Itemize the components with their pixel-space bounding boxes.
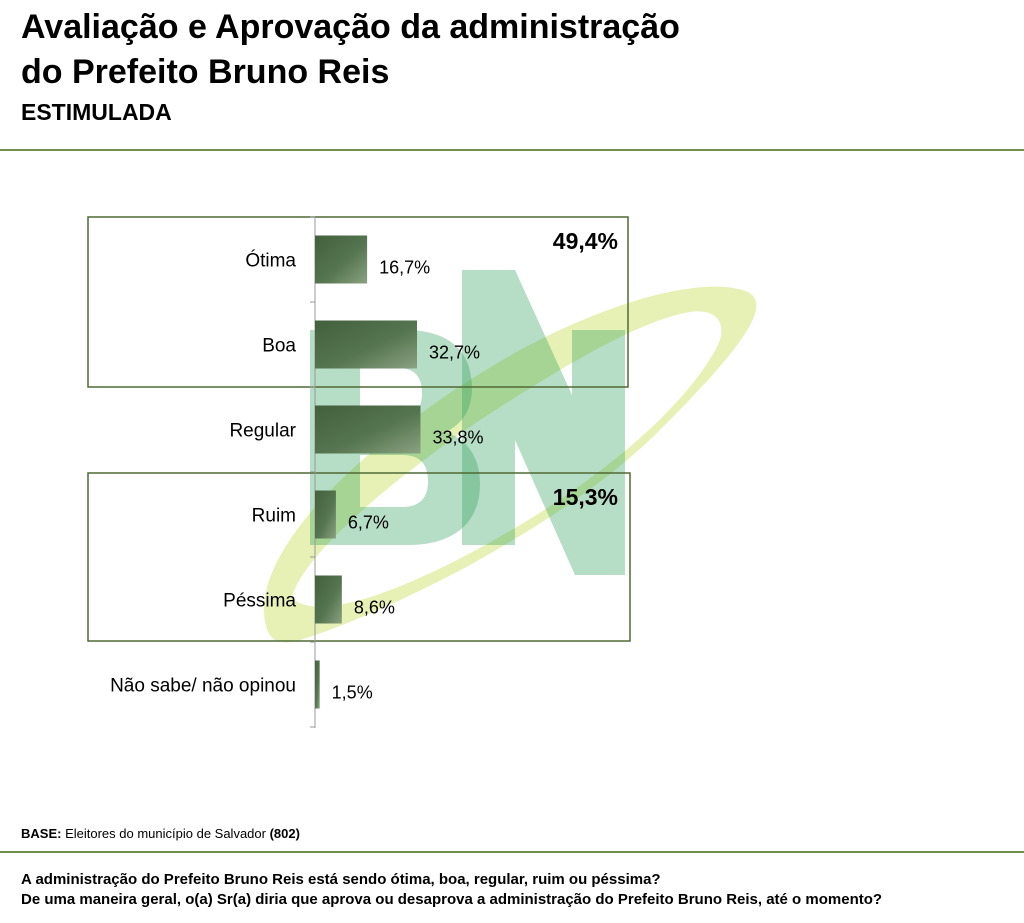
bn-watermark-logo	[263, 270, 757, 643]
watermark-letter-n	[462, 270, 625, 575]
footer-divider	[0, 851, 1024, 853]
group-total-positive: 49,4%	[553, 228, 618, 254]
data-label: 1,5%	[332, 683, 373, 703]
header-divider	[0, 149, 1024, 151]
bar	[315, 320, 418, 369]
page-title-line-1: Avaliação e Aprovação da administração	[21, 8, 680, 46]
bar-chart: 49,4% 15,3% Ótima 16,7% Boa 32,7% Regular 33,…	[87, 216, 757, 728]
page-subtitle: ESTIMULADA	[21, 99, 172, 125]
bar	[315, 575, 342, 624]
category-label: Boa	[262, 336, 296, 357]
data-label: 16,7%	[379, 258, 430, 278]
data-label: 32,7%	[429, 343, 480, 363]
survey-question-1: A administração do Prefeito Bruno Reis e…	[21, 871, 661, 888]
data-label: 6,7%	[348, 513, 389, 533]
category-label: Regular	[229, 421, 296, 442]
page-title-line-2: do Prefeito Bruno Reis	[21, 53, 390, 91]
group-box-negative	[87, 472, 631, 642]
base-note: BASE: Eleitores do município de Salvador…	[21, 826, 300, 842]
bar	[315, 660, 320, 709]
category-label: Ruim	[252, 506, 296, 527]
data-label: 8,6%	[354, 598, 395, 618]
group-total-negative: 15,3%	[553, 484, 618, 510]
watermark-swoosh	[263, 286, 757, 643]
base-label: BASE:	[21, 826, 62, 841]
base-text: Eleitores do município de Salvador	[65, 826, 266, 841]
category-label: Não sabe/ não opinou	[110, 676, 296, 697]
base-count: (802)	[269, 826, 300, 841]
survey-question-2: De uma maneira geral, o(a) Sr(a) diria q…	[21, 891, 883, 908]
category-label: Péssima	[223, 591, 296, 612]
bar	[315, 235, 368, 284]
bar	[315, 490, 336, 539]
group-box-positive	[87, 216, 629, 388]
bar	[315, 405, 421, 454]
category-label: Ótima	[245, 250, 296, 272]
data-label: 33,8%	[432, 428, 483, 448]
